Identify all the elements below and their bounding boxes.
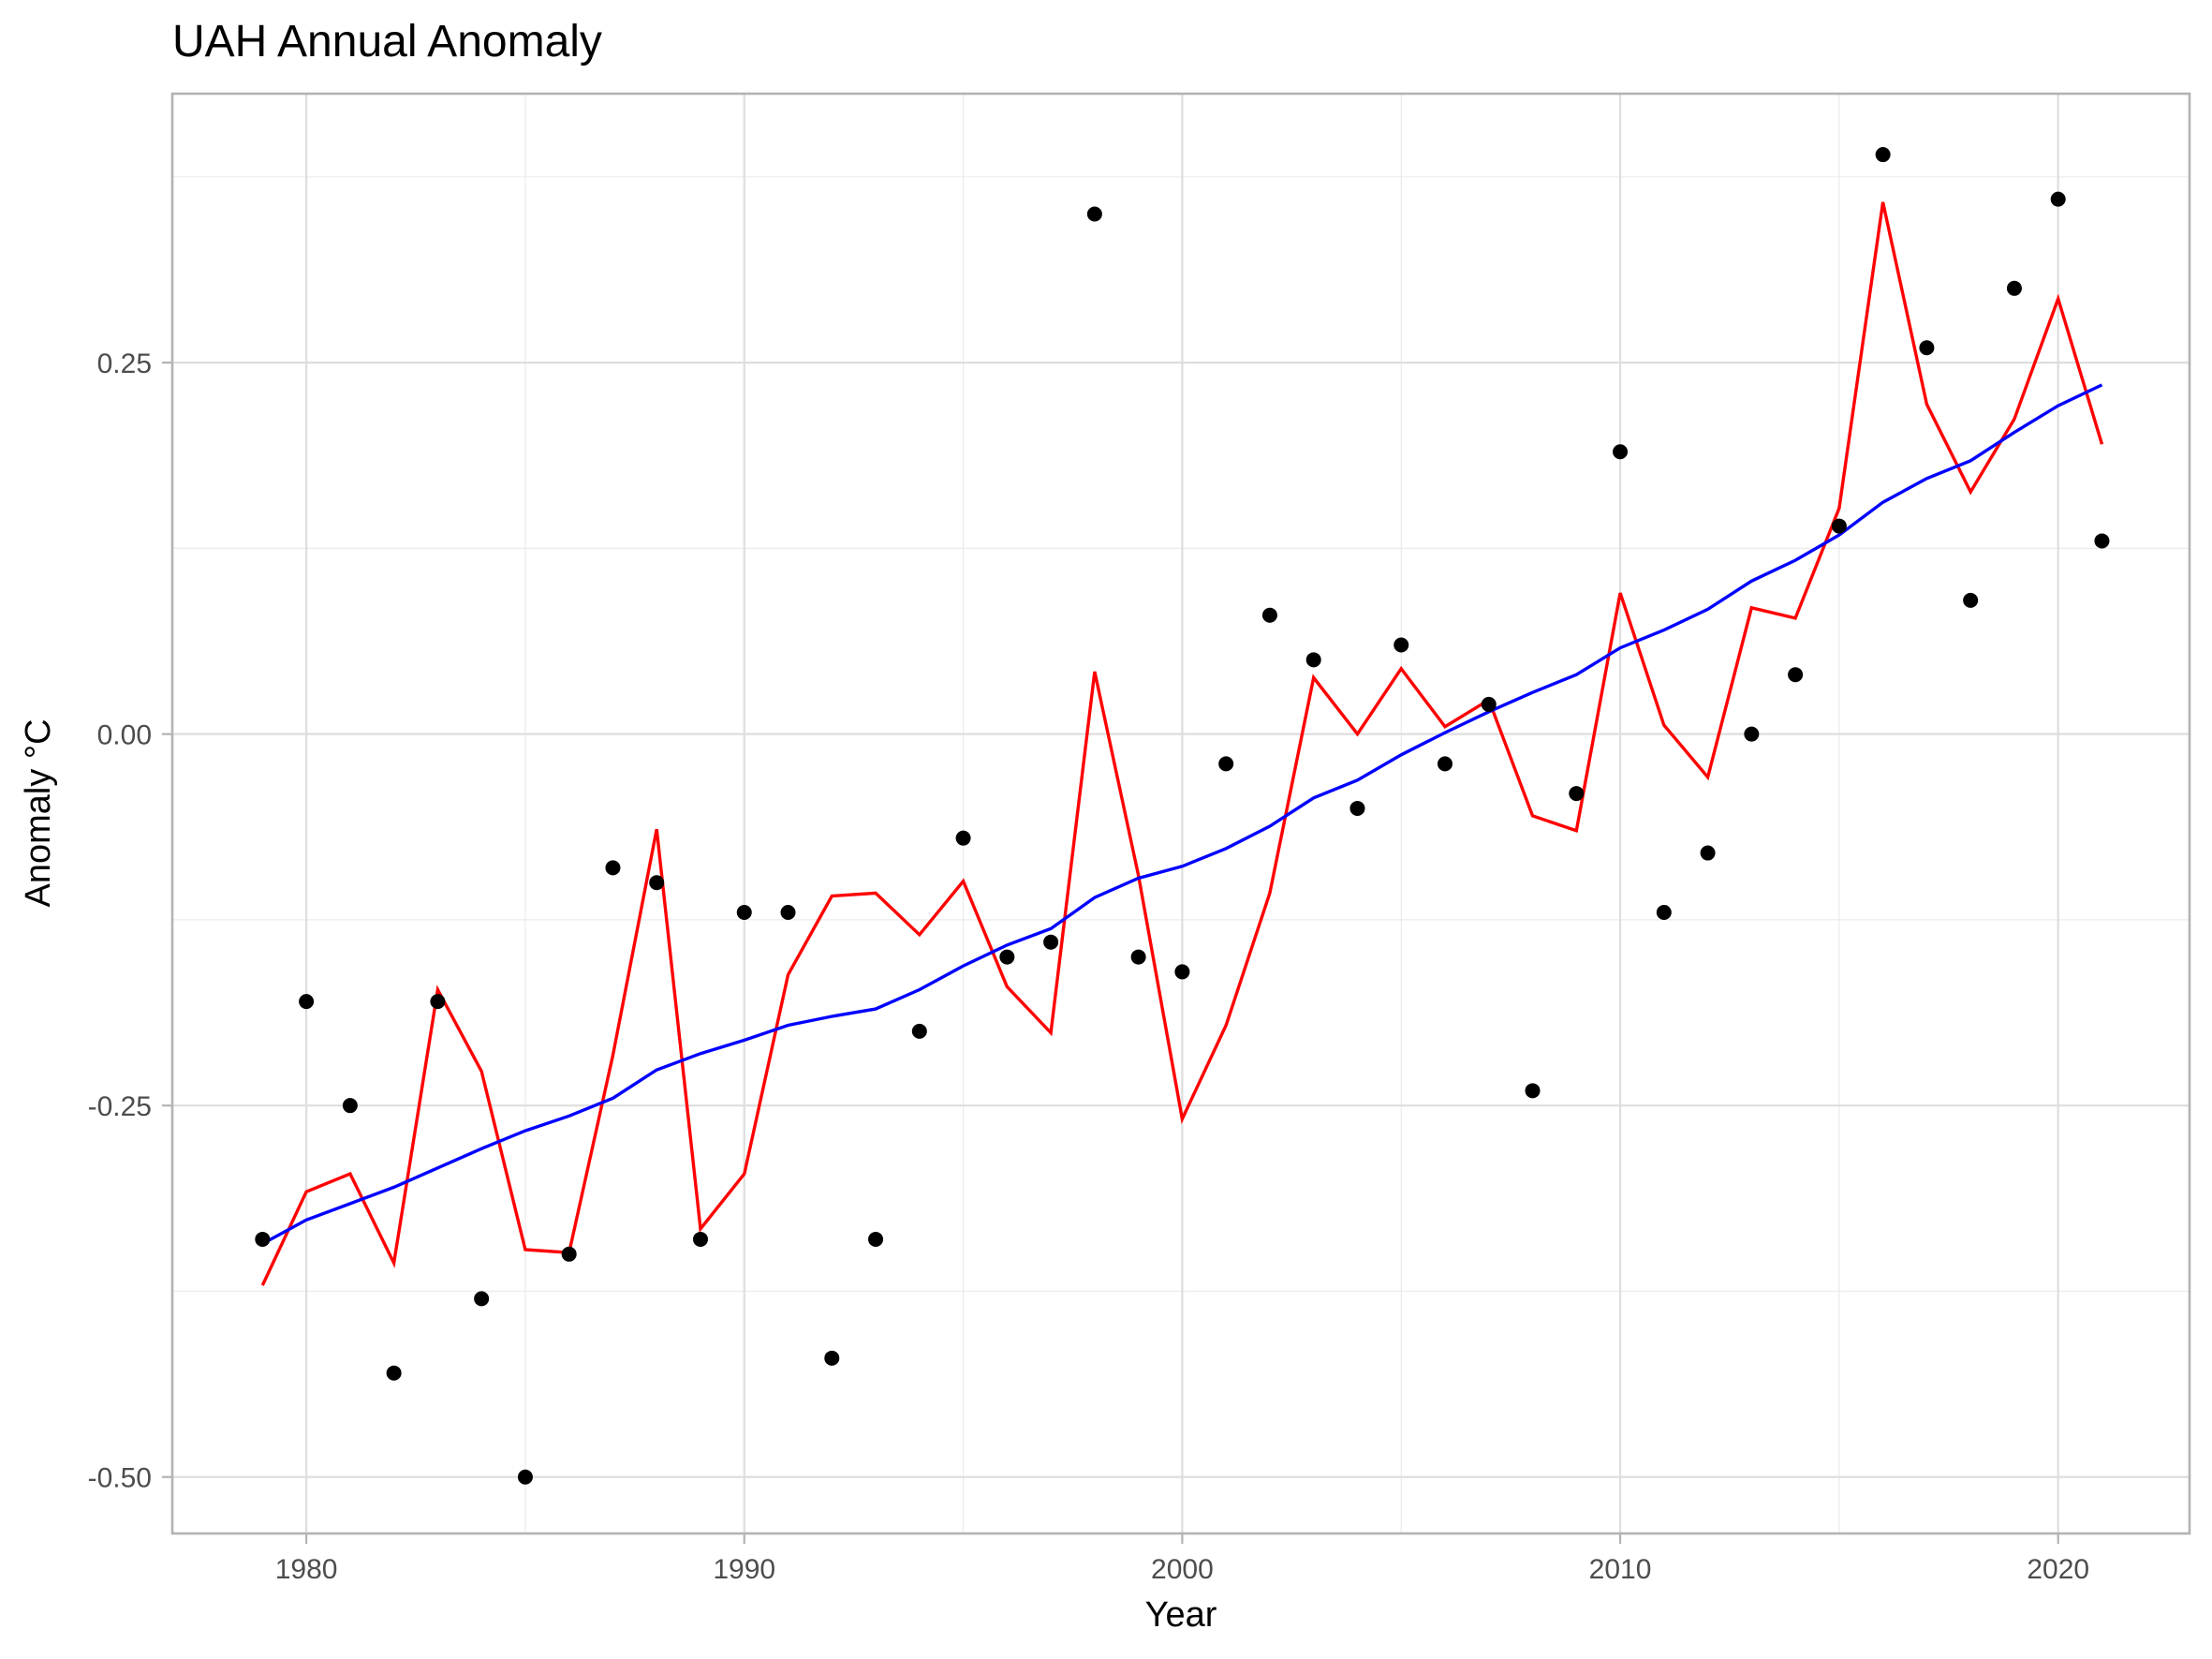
data-point-2008 — [1525, 1083, 1541, 1099]
data-point-1987 — [605, 860, 621, 876]
minor-gridlines — [172, 94, 2190, 1533]
y-tick-label: 0.25 — [97, 348, 152, 379]
x-tick-label: 2010 — [1589, 1554, 1652, 1585]
chart-title: UAH Annual Anomaly — [172, 17, 602, 67]
data-point-2014 — [1788, 667, 1804, 683]
data-point-1999 — [1130, 949, 1146, 965]
data-point-2017 — [1919, 340, 1935, 356]
data-point-2009 — [1569, 786, 1585, 802]
data-point-1985 — [517, 1469, 533, 1485]
data-point-1993 — [868, 1231, 884, 1247]
data-point-2012 — [1700, 845, 1716, 861]
plot-panel-background — [172, 94, 2190, 1533]
major-gridlines — [172, 94, 2190, 1533]
data-point-2001 — [1218, 756, 1234, 772]
data-point-1980 — [299, 994, 315, 1010]
data-points — [255, 147, 2110, 1485]
data-point-2020 — [2050, 191, 2066, 207]
data-point-1986 — [561, 1246, 577, 1262]
data-point-2013 — [1744, 726, 1760, 742]
data-point-2010 — [1613, 444, 1629, 460]
data-point-2016 — [1875, 147, 1891, 163]
data-point-2000 — [1174, 964, 1190, 980]
data-point-1991 — [780, 904, 796, 920]
data-point-1992 — [824, 1350, 840, 1366]
data-point-1990 — [736, 904, 752, 920]
y-tick-label: -0.50 — [88, 1463, 152, 1494]
data-point-1979 — [255, 1231, 271, 1247]
data-point-1982 — [386, 1365, 402, 1381]
data-point-1988 — [649, 875, 665, 891]
data-point-1996 — [999, 949, 1015, 965]
data-point-2007 — [1481, 696, 1497, 712]
data-point-2018 — [1963, 592, 1979, 608]
data-point-2004 — [1349, 800, 1365, 816]
plot-panel-border — [170, 92, 2191, 1535]
data-point-1995 — [955, 830, 971, 846]
data-point-1997 — [1043, 934, 1059, 950]
data-point-2002 — [1261, 607, 1277, 623]
data-point-1998 — [1086, 206, 1102, 222]
blue-series-line — [261, 383, 2103, 1246]
x-tick-label: 1990 — [713, 1554, 775, 1585]
data-point-2005 — [1394, 637, 1409, 653]
data-point-1984 — [474, 1291, 490, 1307]
x-axis-title: Year — [1145, 1595, 1217, 1635]
data-point-2019 — [2006, 280, 2022, 296]
data-point-2003 — [1305, 652, 1321, 668]
x-axis-ticks: 1980 1990 2000 2010 2020 — [275, 1533, 2089, 1585]
y-axis-ticks: -0.50 -0.25 0.00 0.25 — [88, 348, 172, 1494]
x-tick-label: 2000 — [1151, 1554, 1214, 1585]
data-point-2015 — [1831, 518, 1847, 534]
data-point-2011 — [1656, 904, 1672, 920]
y-tick-label: 0.00 — [97, 720, 152, 751]
data-point-1981 — [342, 1098, 358, 1114]
x-tick-label: 1980 — [275, 1554, 338, 1585]
x-tick-label: 2020 — [2027, 1554, 2089, 1585]
y-axis-title: Anomaly °C — [19, 718, 58, 907]
y-tick-label: -0.25 — [88, 1091, 152, 1122]
data-point-2021 — [2094, 533, 2110, 549]
data-point-1994 — [911, 1023, 927, 1039]
data-point-1989 — [692, 1231, 708, 1247]
data-point-1983 — [430, 994, 446, 1010]
data-point-2006 — [1437, 756, 1453, 772]
